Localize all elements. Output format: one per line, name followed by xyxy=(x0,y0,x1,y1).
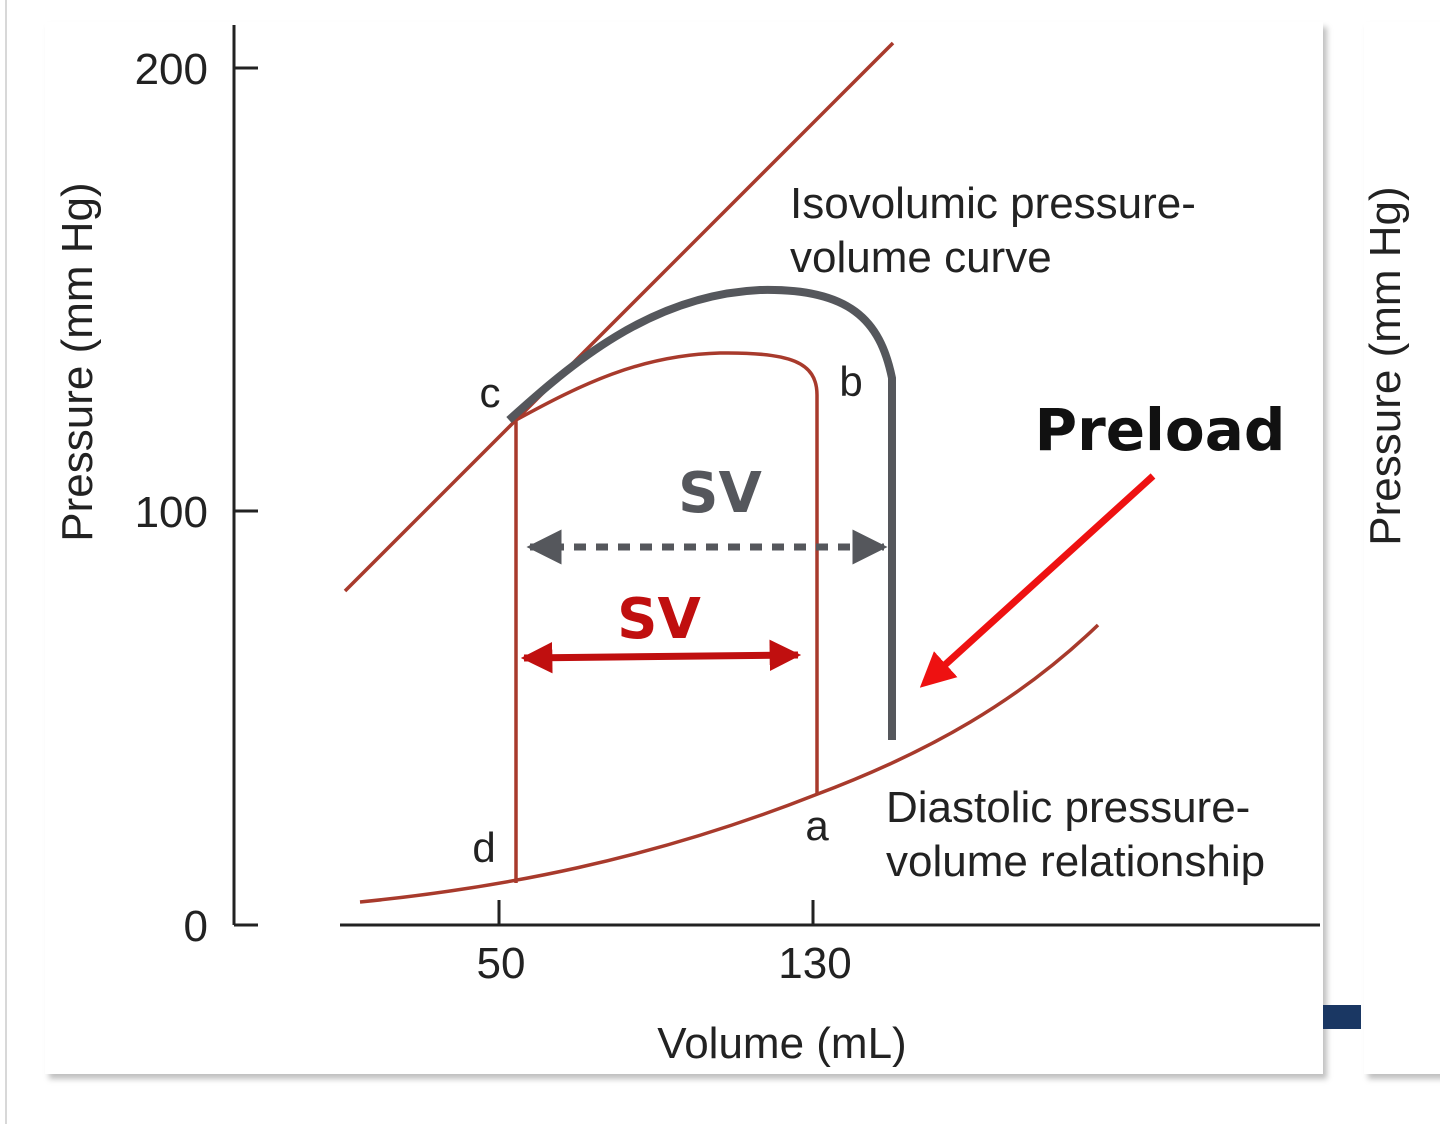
isovolumic-line xyxy=(343,41,895,593)
right-panel xyxy=(1364,22,1440,1074)
y-axis xyxy=(232,25,258,927)
isovolumic-label-line1: Isovolumic pressure- xyxy=(790,179,1196,228)
y-tick-0: 0 xyxy=(184,902,208,951)
diastolic-curve xyxy=(359,623,1100,904)
sv-dark-label: SV xyxy=(678,461,762,526)
point-c-label: c xyxy=(480,369,501,416)
preload-arrow xyxy=(919,473,1156,688)
x-axis-label: Volume (mL) xyxy=(657,1019,906,1068)
x-tick-50: 50 xyxy=(477,939,526,988)
x-axis xyxy=(340,900,1320,927)
isovolumic-label-line2: volume curve xyxy=(790,233,1052,282)
y-tick-100: 100 xyxy=(135,488,208,537)
point-a-label: a xyxy=(805,802,829,849)
sv-red-label: SV xyxy=(617,587,701,652)
y-axis-label: Pressure (mm Hg) xyxy=(53,182,102,541)
navy-block xyxy=(1323,1005,1361,1029)
pv-loop-baseline xyxy=(514,351,819,883)
x-tick-130: 130 xyxy=(778,939,851,988)
pv-loop-increased-preload xyxy=(506,285,896,740)
sv-red-arrow xyxy=(520,639,802,674)
y-tick-200: 200 xyxy=(135,45,208,94)
right-y-axis-label: Pressure (mm Hg) xyxy=(1361,186,1410,545)
point-d-label: d xyxy=(472,824,495,871)
diastolic-label-line1: Diastolic pressure- xyxy=(886,783,1250,832)
point-b-label: b xyxy=(839,358,862,405)
diastolic-label-line2: volume relationship xyxy=(886,837,1265,886)
preload-label: Preload xyxy=(1035,396,1286,464)
